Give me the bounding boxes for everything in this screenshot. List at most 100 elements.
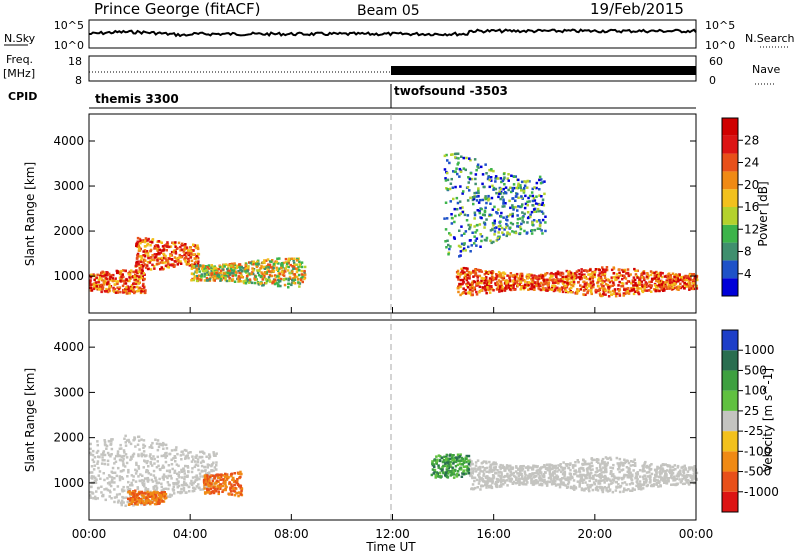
echo-pixel [685,278,688,282]
echo-pixel [600,488,604,491]
echo-pixel [512,471,515,475]
echo-pixel [520,477,524,480]
echo-pixel [524,473,527,477]
echo-pixel [505,215,509,219]
echo-pixel [624,291,628,295]
echo-pixel [189,252,193,255]
echo-pixel [469,286,472,289]
echo-pixel [252,272,255,276]
echo-pixel [530,481,533,484]
echo-pixel [517,196,520,199]
echo-pixel [203,465,206,469]
echo-pixel [142,239,145,242]
echo-pixel [577,269,580,272]
echo-pixel [459,250,463,253]
echo-pixel [683,282,686,285]
cpid-label: CPID [8,90,37,103]
echo-pixel [491,480,495,483]
echo-pixel [485,172,488,175]
echo-pixel [623,488,626,492]
echo-pixel [502,178,506,181]
echo-pixel [440,456,443,459]
echo-pixel [512,286,515,290]
echo-pixel [623,461,627,465]
echo-pixel [175,446,178,449]
echo-pixel [585,473,589,477]
echo-pixel [254,262,258,266]
echo-pixel [468,226,472,229]
echo-pixel [630,481,634,485]
echo-pixel [512,183,516,186]
echo-pixel [147,499,151,503]
echo-pixel [457,290,460,294]
echo-pixel [139,260,143,264]
echo-pixel [607,279,611,282]
echo-pixel [688,288,691,291]
echo-pixel [671,281,674,284]
echo-pixel [505,234,508,238]
echo-pixel [650,472,654,476]
echo-pixel [558,271,562,275]
echo-pixel [635,284,639,287]
echo-pixel [116,501,120,504]
echo-pixel [127,287,131,291]
echo-pixel [123,465,127,468]
echo-pixel [149,495,153,498]
echo-pixel [635,274,639,278]
echo-pixel [149,244,152,247]
echo-pixel [101,459,104,462]
echo-pixel [568,476,572,480]
echo-pixel [108,495,111,498]
echo-pixel [231,278,235,281]
echo-pixel [677,279,680,283]
echo-pixel [622,294,625,297]
echo-pixel [591,270,594,274]
echo-pixel [451,153,454,156]
echo-pixel [141,497,145,501]
echo-pixel [128,270,131,274]
echo-pixel [483,223,487,226]
echo-pixel [622,477,625,480]
echo-pixel [138,249,142,252]
echo-pixel [500,480,503,483]
echo-pixel [454,156,457,159]
echo-pixel [455,208,459,211]
echo-pixel [195,454,198,457]
echo-pixel [152,492,156,495]
echo-pixel [561,277,565,281]
echo-pixel [141,284,145,287]
echo-pixel [214,276,217,280]
echo-pixel [174,460,177,463]
echo-pixel [204,472,208,475]
echo-pixel [663,481,666,484]
echo-pixel [475,293,479,296]
echo-pixel [207,264,211,267]
echo-pixel [684,474,687,478]
echo-pixel [141,288,144,291]
echo-pixel [140,277,144,280]
echo-pixel [257,274,261,277]
echo-pixel [533,472,537,475]
echo-pixel [456,152,460,155]
echo-pixel [278,257,281,260]
echo-pixel [549,475,552,478]
echo-pixel [658,475,661,479]
echo-pixel [444,177,447,180]
echo-pixel [609,479,612,483]
echo-pixel [607,286,610,289]
echo-pixel [134,480,138,483]
echo-pixel [488,469,492,473]
echo-pixel [143,501,147,505]
echo-pixel [247,281,251,284]
echo-pixel [145,501,148,504]
echo-pixel [129,491,132,494]
echo-pixel [447,253,450,256]
echo-pixel [240,274,243,278]
echo-pixel [584,287,587,291]
echo-pixel [227,264,230,267]
echo-pixel [453,220,456,224]
echo-pixel [270,266,273,269]
echo-pixel [182,250,185,253]
echo-pixel [284,267,287,270]
